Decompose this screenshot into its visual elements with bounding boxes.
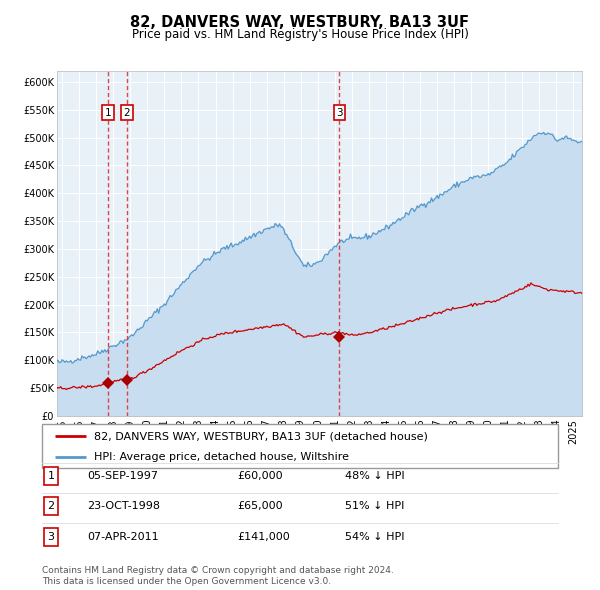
Text: 07-APR-2011: 07-APR-2011 — [87, 532, 158, 542]
Text: 1: 1 — [47, 471, 55, 481]
Text: 82, DANVERS WAY, WESTBURY, BA13 3UF: 82, DANVERS WAY, WESTBURY, BA13 3UF — [131, 15, 470, 30]
Text: 82, DANVERS WAY, WESTBURY, BA13 3UF (detached house): 82, DANVERS WAY, WESTBURY, BA13 3UF (det… — [94, 431, 427, 441]
Text: 2: 2 — [124, 107, 130, 117]
Text: Contains HM Land Registry data © Crown copyright and database right 2024.
This d: Contains HM Land Registry data © Crown c… — [42, 566, 394, 586]
Text: 1: 1 — [104, 107, 111, 117]
Text: 23-OCT-1998: 23-OCT-1998 — [87, 501, 160, 510]
Text: 3: 3 — [336, 107, 343, 117]
Text: 3: 3 — [47, 532, 55, 542]
Text: 51% ↓ HPI: 51% ↓ HPI — [345, 501, 404, 510]
Text: £65,000: £65,000 — [237, 501, 283, 510]
Text: 54% ↓ HPI: 54% ↓ HPI — [345, 532, 404, 542]
FancyBboxPatch shape — [42, 424, 558, 468]
Text: £141,000: £141,000 — [237, 532, 290, 542]
Text: £60,000: £60,000 — [237, 471, 283, 481]
Text: 2: 2 — [47, 501, 55, 510]
Text: HPI: Average price, detached house, Wiltshire: HPI: Average price, detached house, Wilt… — [94, 452, 349, 462]
Text: 48% ↓ HPI: 48% ↓ HPI — [345, 471, 404, 481]
Text: 05-SEP-1997: 05-SEP-1997 — [87, 471, 158, 481]
Text: Price paid vs. HM Land Registry's House Price Index (HPI): Price paid vs. HM Land Registry's House … — [131, 28, 469, 41]
